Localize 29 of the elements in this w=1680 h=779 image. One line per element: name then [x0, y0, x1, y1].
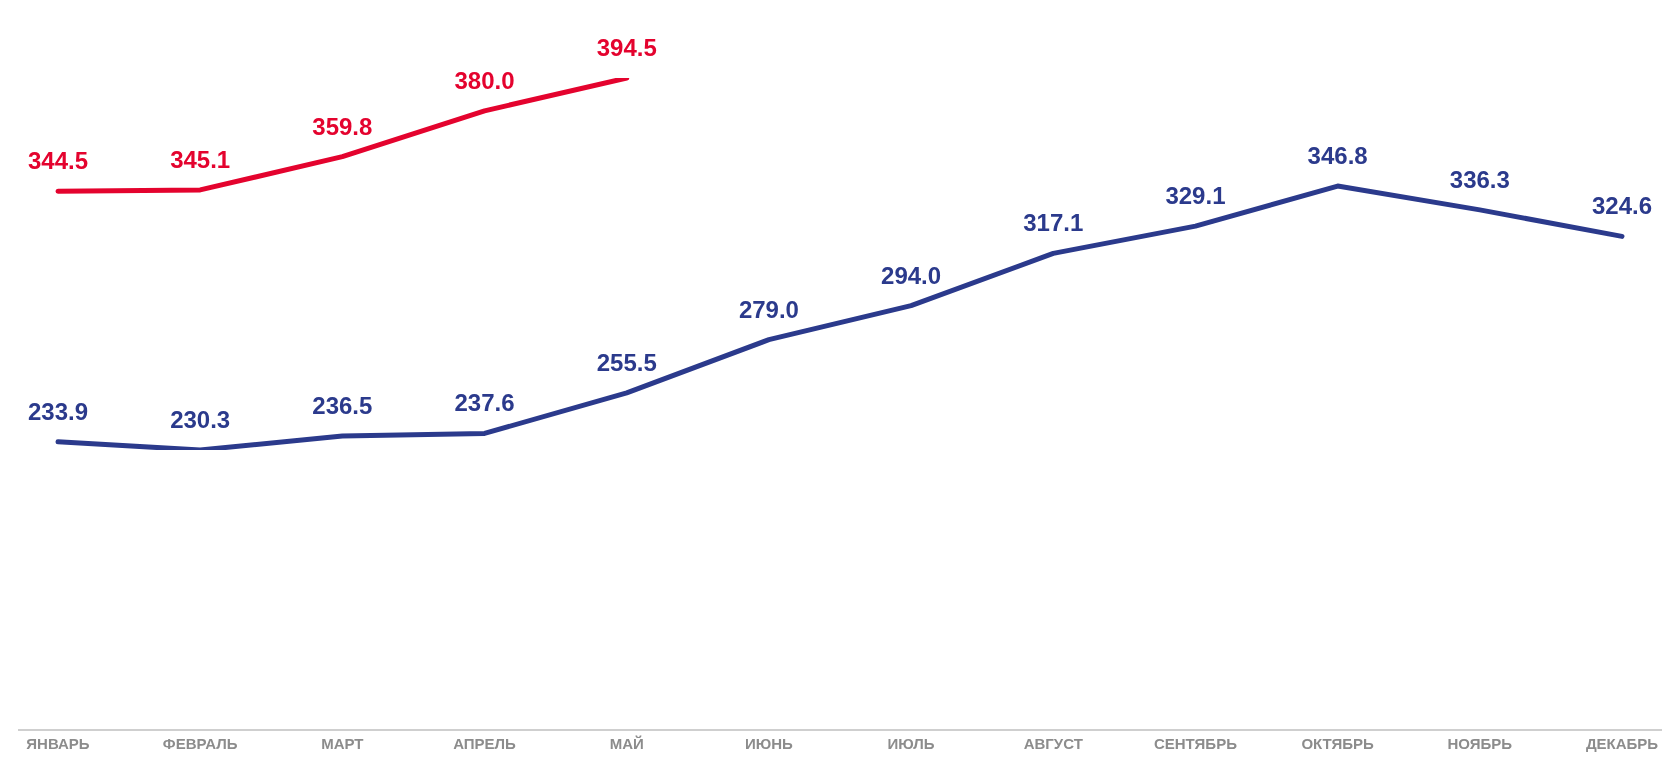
x-tick-label: ДЕКАБРЬ — [1585, 734, 1659, 752]
data-label: 344.5 — [27, 147, 89, 175]
data-label: 336.3 — [1449, 165, 1510, 193]
x-tick-label: СЕНТЯБРЬ — [1153, 734, 1238, 752]
x-tick-label: ОКТЯБРЬ — [1301, 734, 1375, 752]
data-label: 329.1 — [1165, 182, 1226, 210]
x-tick-label: ЯНВАРЬ — [26, 734, 90, 752]
data-label: 236.5 — [312, 391, 373, 419]
x-tick-label: МАЙ — [609, 734, 644, 752]
data-label: 230.3 — [170, 406, 231, 433]
x-tick-label: АПРЕЛЬ — [453, 734, 517, 752]
x-tick-label: МАРТ — [321, 734, 364, 752]
x-tick-label: ИЮЛЬ — [887, 734, 935, 752]
data-label: 380.0 — [454, 66, 515, 94]
data-label: 294.0 — [881, 261, 942, 289]
data-label: 324.6 — [1591, 192, 1653, 220]
data-label: 255.5 — [596, 348, 657, 376]
data-label: 346.8 — [1307, 142, 1368, 170]
x-tick-label: НОЯБРЬ — [1447, 734, 1513, 752]
x-tick-label: ФЕВРАЛЬ — [162, 734, 238, 752]
x-tick-label: ИЮНЬ — [744, 734, 794, 752]
x-tick-label: АВГУСТ — [1023, 734, 1083, 752]
data-label: 279.0 — [738, 295, 799, 323]
data-label: 345.1 — [170, 145, 231, 173]
data-label: 233.9 — [27, 397, 89, 425]
data-label: 237.6 — [454, 389, 515, 417]
data-label: 394.5 — [596, 34, 657, 61]
data-label: 359.8 — [312, 112, 373, 140]
data-label: 317.1 — [1023, 209, 1084, 237]
